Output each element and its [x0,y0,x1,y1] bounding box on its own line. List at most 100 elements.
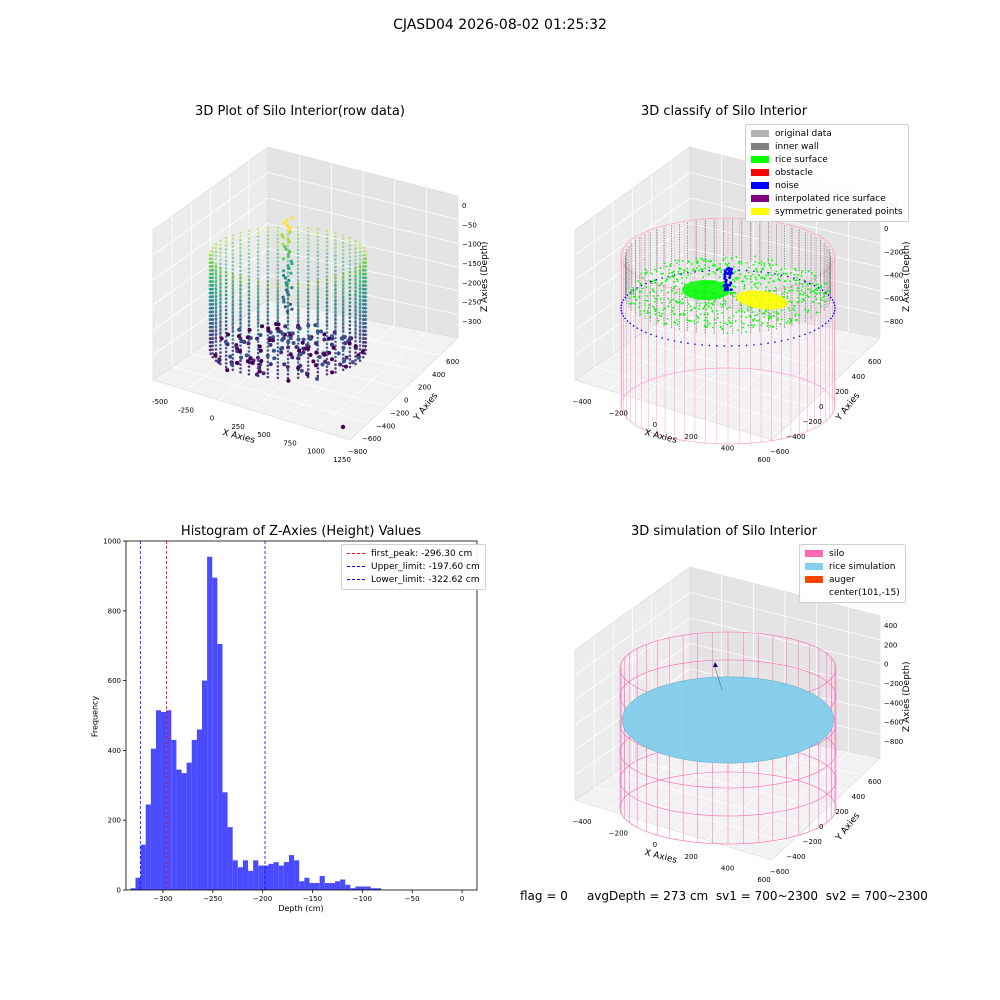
raw-floor-point [298,352,303,357]
raw-point [316,235,320,239]
raw-point [239,258,242,261]
raw-point [247,309,251,312]
raw-point [256,315,260,318]
rice-surface-point [752,273,755,276]
noise-ring-point [745,344,748,347]
noise-ring-point [804,333,806,336]
raw-point [296,233,300,237]
raw-point [209,257,212,261]
rice-surface-point [712,263,715,265]
rice-surface-point [714,272,716,275]
raw-floor-point [286,339,291,344]
rice-surface-point [763,302,766,305]
raw-point [214,351,218,355]
raw-point [209,291,212,295]
raw-floor-point [259,358,264,363]
raw-point [231,368,235,372]
raw-floor-point [342,358,347,363]
raw-point [362,295,365,298]
raw-point [219,270,222,273]
raw-point [358,258,362,261]
raw-point [306,333,310,337]
raw-floor-point [255,355,260,360]
raw-point [247,316,251,320]
raw-point [219,304,222,307]
raw-point [231,264,235,267]
status-sv2: sv2 = 700~2300 [825,889,928,903]
rice-surface-point [674,313,676,316]
raw-point [208,348,212,352]
raw-point [266,368,270,371]
raw-floor-point [296,365,301,370]
grid-line [689,694,881,735]
raw-point [266,318,270,322]
rice-surface-point [770,266,772,269]
y-tick-label: 0 [819,403,823,411]
noise-point [728,267,732,271]
noise-point [727,270,731,274]
raw-point [334,363,337,366]
raw-point [362,322,365,326]
rice-surface-point [692,289,694,292]
raw-floor-point [239,355,244,360]
noise-ring-point [833,304,836,307]
raw-floor-point [327,336,332,341]
raw-point [231,296,235,299]
raw-point [348,331,352,335]
rice-surface-point [696,302,699,305]
rice-surface-point [748,315,751,317]
raw-point [325,308,329,311]
raw-point [325,301,329,305]
raw-point [231,283,235,286]
raw-point [239,317,242,321]
rice-surface-point [682,314,685,317]
raw-floor-point [258,362,263,367]
raw-point [224,324,228,327]
raw-point [214,330,218,333]
raw-point [211,317,214,321]
classify-plot-ylabel: Y Axies [834,391,863,423]
raw-point [316,287,320,290]
raw-point [219,300,222,304]
raw-point [214,294,218,298]
rice-surface-point [694,269,697,272]
raw-point [364,322,367,325]
raw-floor-point [315,329,320,334]
raw-point [364,291,367,295]
raw-point [211,355,214,359]
rice-surface-point [757,262,760,265]
noise-point [723,288,727,292]
raw-point [224,320,228,323]
raw-point [209,261,212,265]
raw-point [224,278,228,282]
rice-surface-point [773,314,775,317]
raw-point [256,250,260,254]
rice-surface-point [648,311,650,314]
raw-point [325,372,329,376]
raw-point [334,239,337,242]
raw-point [341,306,345,309]
raw-point [348,361,352,365]
raw-floor-point [301,337,306,342]
noise-ring-point [621,312,623,315]
raw-point [306,326,310,329]
histogram-bar [299,881,305,890]
raw-point [306,291,310,294]
raw-point [208,329,212,333]
raw-point [214,283,218,287]
raw-point [358,337,362,341]
raw-point [348,282,352,285]
rice-surface-point [771,259,774,262]
raw-point [325,244,329,248]
raw-point [209,276,212,280]
raw-point [316,344,320,347]
raw-column-point [286,254,290,258]
raw-floor-point [273,322,278,327]
raw-point [219,320,222,324]
raw-point [364,333,367,337]
raw-point [348,285,352,289]
grid-line [248,312,441,356]
raw-point [325,286,329,290]
raw-floor-point [272,356,277,361]
grid-line [632,339,827,390]
